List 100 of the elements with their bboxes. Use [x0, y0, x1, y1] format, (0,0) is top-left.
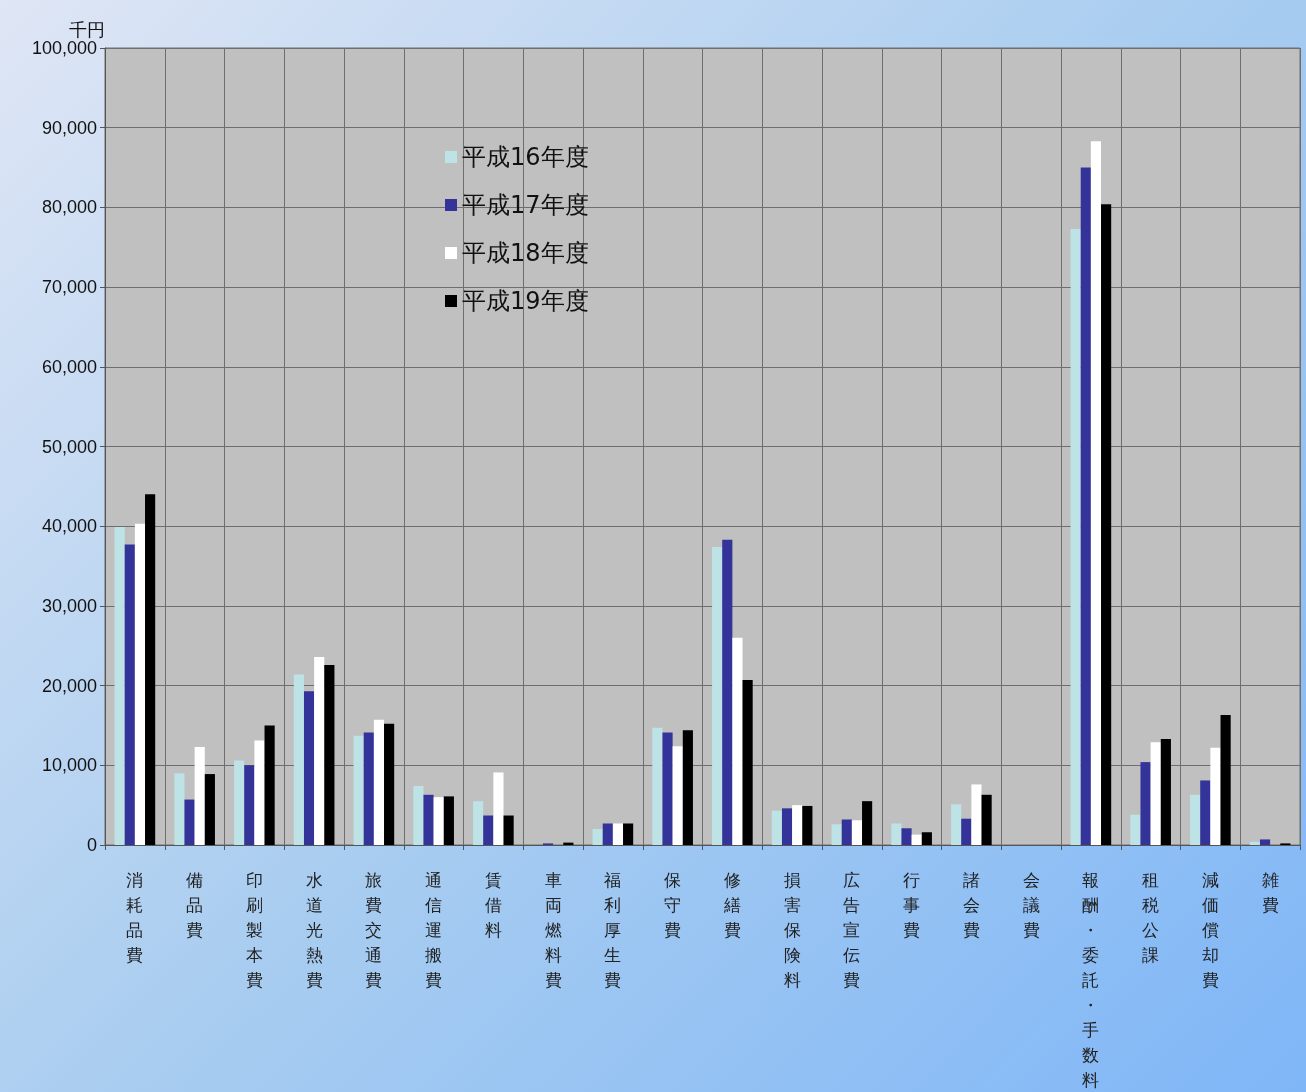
bar: [862, 801, 873, 845]
bar: [682, 730, 693, 845]
bar: [254, 740, 265, 845]
bar: [124, 544, 135, 845]
bar: [1070, 228, 1081, 845]
bar: [1210, 747, 1221, 845]
bar: [1090, 141, 1102, 845]
bar: [244, 765, 255, 845]
y-tick-label: 80,000: [41, 197, 97, 218]
bar: [433, 797, 444, 845]
bar: [792, 805, 803, 845]
bar: [423, 794, 434, 845]
x-tick-label: 租税公課: [1142, 869, 1160, 965]
bar: [194, 746, 205, 845]
bar: [303, 691, 315, 845]
bar: [1140, 762, 1151, 845]
bar: [184, 799, 195, 845]
bar: [602, 823, 613, 845]
bar: [503, 815, 514, 845]
bar: [951, 804, 962, 845]
x-tick-label: 車両燃料費: [544, 869, 562, 990]
x-tick-label: 雑費: [1261, 869, 1279, 915]
x-tick-label: 印刷製本費: [245, 869, 263, 990]
bar: [493, 772, 504, 845]
legend-label: 平成16年度: [462, 143, 589, 171]
bar: [742, 680, 753, 845]
y-tick-label: 100,000: [31, 38, 97, 58]
bar: [1220, 715, 1231, 845]
y-tick-label: 70,000: [41, 277, 97, 298]
bar: [961, 818, 972, 845]
category-label: 報酬・委託・手数料: [1082, 869, 1100, 1090]
x-tick-label: 消耗品費: [126, 869, 144, 965]
bar: [1160, 739, 1171, 845]
bar: [981, 794, 992, 845]
x-tick-label: 水道光熱費: [305, 869, 323, 990]
bar: [722, 539, 733, 845]
x-tick-label: 減価償却費: [1201, 869, 1219, 990]
bar: [712, 546, 723, 845]
bar: [363, 732, 374, 845]
x-tick-label: 賃借料: [484, 869, 502, 940]
bar: [353, 735, 364, 845]
bar: [1190, 794, 1201, 845]
legend-label: 平成19年度: [462, 287, 589, 315]
bar: [672, 746, 683, 845]
bar: [373, 719, 385, 845]
bar: [1259, 839, 1271, 845]
bar: [174, 773, 185, 845]
bar: [1200, 780, 1211, 845]
y-tick-label: 30,000: [41, 595, 97, 616]
bar: [293, 674, 304, 845]
bar: [483, 815, 494, 845]
x-tick-label: 修繕費: [722, 869, 741, 940]
bar: [841, 819, 852, 845]
bar: [1150, 742, 1161, 845]
legend-label: 平成18年度: [462, 239, 589, 267]
x-tick-label: 諸会費: [962, 869, 980, 940]
x-tick-label: 福利厚生費: [604, 869, 622, 990]
bar: [921, 832, 932, 845]
bar: [592, 829, 603, 845]
x-tick-label: 保守費: [664, 869, 682, 940]
bar: [114, 527, 125, 845]
bar: [831, 824, 842, 845]
bar: [145, 494, 156, 845]
bar: [771, 810, 782, 845]
bar: [612, 823, 624, 845]
bar: [971, 784, 982, 845]
x-tick-label: 会議費: [1022, 869, 1040, 940]
y-tick-label: 10,000: [41, 755, 97, 776]
x-tick-label: 行事費: [903, 869, 921, 940]
x-tick-label: 損害保険料: [783, 869, 801, 990]
bar: [234, 760, 245, 845]
bar: [384, 723, 395, 845]
y-tick-label: 60,000: [41, 356, 97, 377]
legend-label: 平成17年度: [462, 191, 589, 219]
bar: [413, 786, 424, 845]
bar: [1101, 204, 1112, 845]
bar: [781, 808, 793, 845]
x-tick-label: 通信運搬費: [425, 869, 443, 990]
bar: [1249, 841, 1260, 845]
bar: [623, 823, 634, 845]
y-tick-label: 0: [86, 835, 97, 855]
bar: [732, 637, 743, 845]
bar: [662, 732, 673, 845]
bar: [324, 664, 335, 845]
bar: [473, 801, 484, 845]
bar: [891, 823, 902, 845]
bar: [443, 796, 454, 845]
y-tick-label: 50,000: [41, 436, 97, 457]
y-axis-title: 千円: [69, 18, 105, 40]
bar: [802, 805, 813, 845]
x-tick-label: 備品費: [186, 869, 204, 940]
bar: [901, 828, 912, 845]
y-tick-label: 40,000: [41, 516, 97, 537]
y-tick-label: 20,000: [41, 675, 97, 696]
bar: [911, 834, 922, 845]
bar: [134, 523, 146, 845]
bar: [204, 774, 215, 845]
bar: [1130, 814, 1141, 845]
bar: [851, 820, 863, 845]
bar: [314, 656, 325, 845]
